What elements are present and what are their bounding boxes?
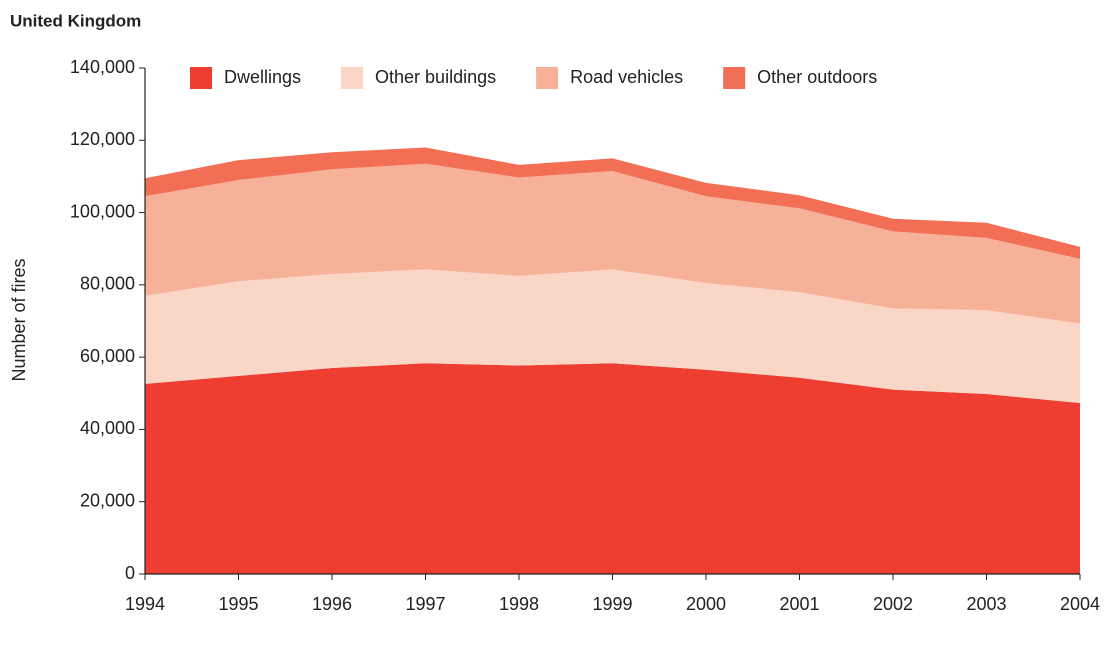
x-tick-label: 2004 — [1060, 594, 1100, 614]
y-tick-label: 20,000 — [80, 490, 135, 510]
x-tick-label: 2003 — [966, 594, 1006, 614]
x-tick-label: 2000 — [686, 594, 726, 614]
legend-swatch — [190, 67, 212, 89]
y-tick-label: 60,000 — [80, 346, 135, 366]
legend-swatch — [723, 67, 746, 89]
x-tick-label: 2001 — [779, 594, 819, 614]
y-tick-label: 140,000 — [70, 57, 135, 77]
x-tick-label: 1994 — [125, 594, 165, 614]
legend-swatch — [341, 67, 364, 89]
y-tick-label: 120,000 — [70, 129, 135, 149]
x-tick-label: 1996 — [312, 594, 352, 614]
y-tick-label: 0 — [125, 563, 135, 583]
area — [145, 363, 1080, 574]
legend-label: Other outdoors — [757, 67, 877, 87]
x-tick-label: 1995 — [218, 594, 258, 614]
x-tick-label: 2002 — [873, 594, 913, 614]
y-axis-label: Number of fires — [9, 258, 29, 381]
y-tick-label: 100,000 — [70, 201, 135, 221]
area — [145, 269, 1080, 404]
x-tick-label: 1999 — [592, 594, 632, 614]
x-tick-label: 1997 — [405, 594, 445, 614]
x-tick-label: 1998 — [499, 594, 539, 614]
legend-label: Other buildings — [375, 67, 496, 87]
legend-swatch — [536, 67, 559, 89]
y-tick-label: 40,000 — [80, 418, 135, 438]
legend-label: Road vehicles — [570, 67, 683, 87]
area — [145, 147, 1080, 259]
area — [145, 163, 1080, 324]
y-tick-label: 80,000 — [80, 274, 135, 294]
chart-subtitle: United Kingdom — [10, 11, 141, 30]
legend-label: Dwellings — [224, 67, 301, 87]
